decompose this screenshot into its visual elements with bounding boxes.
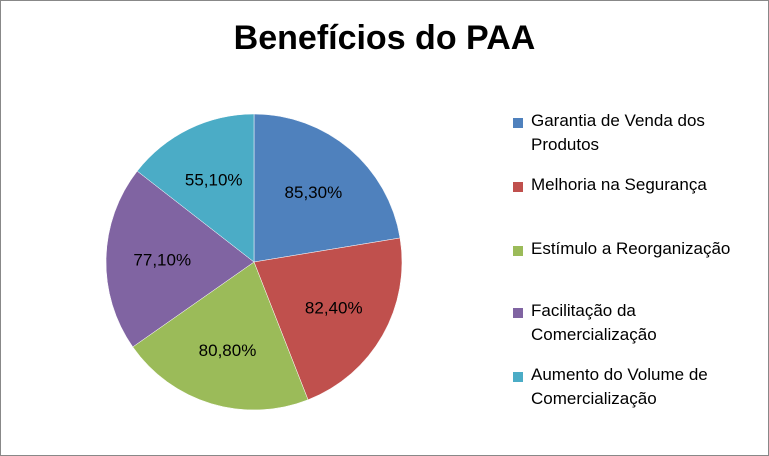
legend-label: Estímulo a Reorganização [531, 237, 763, 261]
legend-label: Melhoria na Segurança [531, 173, 763, 197]
data-label-aumento: 55,10% [185, 171, 243, 190]
legend-swatch [513, 308, 523, 318]
legend-label: Facilitação da Comercialização [531, 299, 763, 347]
legend-label-line1: Garantia de Venda dos [531, 111, 705, 130]
legend-label-line2: Comercialização [531, 389, 657, 408]
legend-swatch [513, 372, 523, 382]
legend-swatch [513, 182, 523, 192]
legend-label-line1: Aumento do Volume de [531, 365, 708, 384]
chart-title: Benefícios do PAA [233, 19, 536, 57]
pie-slice-estimulo [132, 261, 309, 411]
legend-label: Garantia de Venda dos Produtos [531, 109, 763, 157]
legend-label-line2: Comercialização [531, 325, 657, 344]
pie-slice-aumento [136, 113, 255, 263]
legend-label-line1: Estímulo a Reorganização [531, 239, 731, 258]
legend-label: Aumento do Volume de Comercialização [531, 363, 763, 411]
pie-slice-melhoria [253, 237, 403, 401]
legend-swatch [513, 118, 523, 128]
legend-label-line1: Facilitação da [531, 301, 636, 320]
data-label-facilitacao: 77,10% [133, 251, 191, 270]
data-label-estimulo: 80,80% [199, 341, 257, 360]
pie-slice-garantia [253, 113, 401, 263]
legend-label-line2: Produtos [531, 135, 600, 154]
data-label-garantia: 85,30% [285, 183, 343, 202]
legend-label-line1: Melhoria na Segurança [531, 175, 707, 194]
pie-slice-facilitacao [105, 170, 255, 348]
legend-swatch [513, 246, 523, 256]
data-label-melhoria: 82,40% [305, 298, 363, 317]
